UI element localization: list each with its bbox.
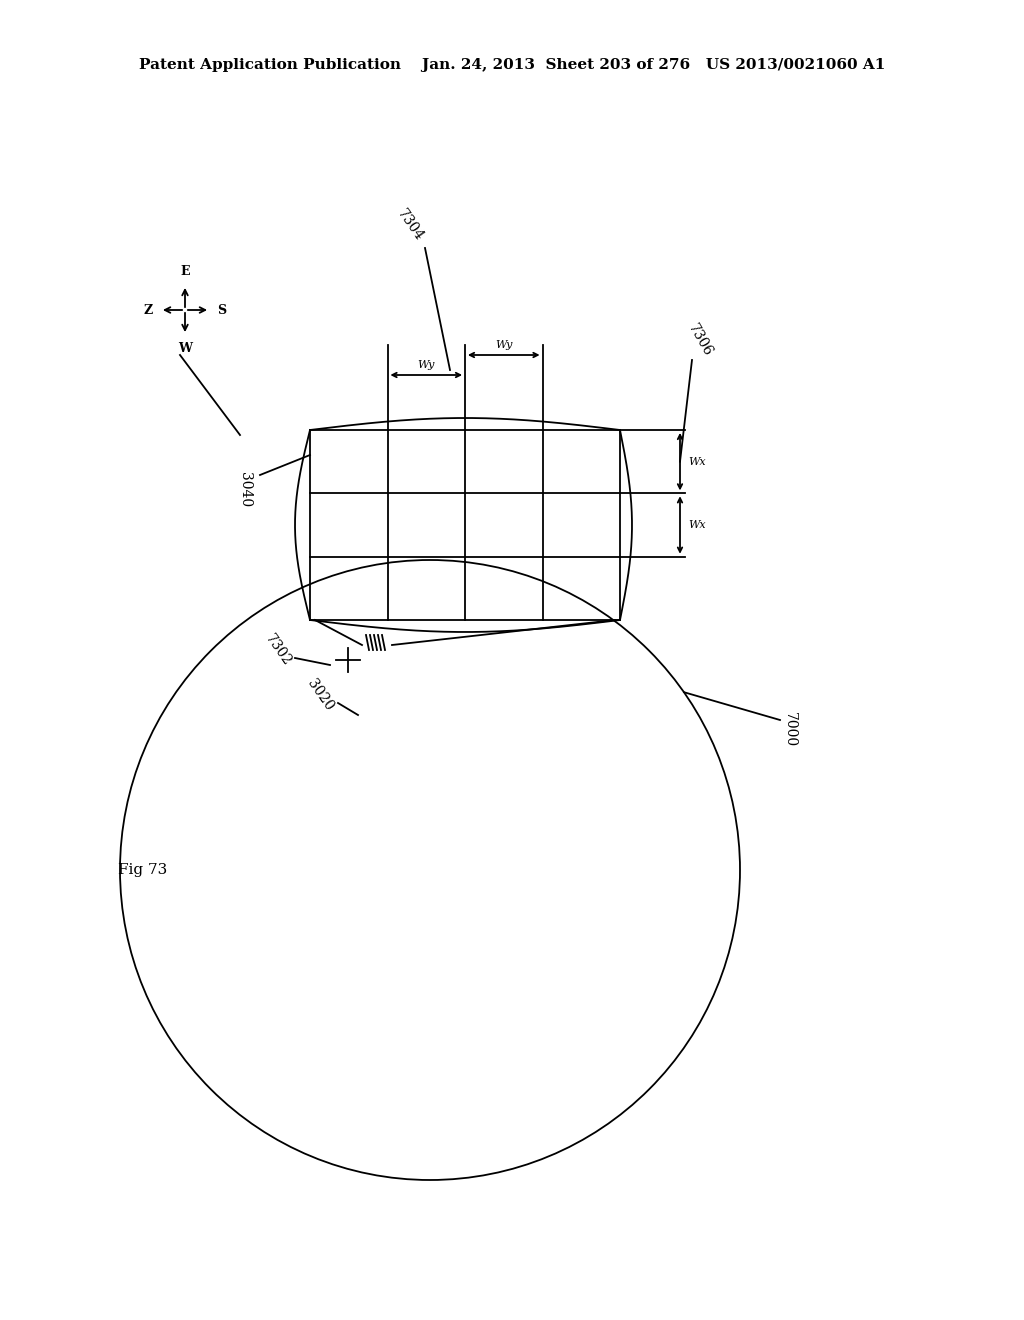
Text: Wy: Wy (418, 360, 435, 370)
Text: E: E (180, 265, 189, 279)
Text: Z: Z (143, 304, 153, 317)
Text: S: S (217, 304, 226, 317)
Text: Wy: Wy (495, 341, 512, 350)
Text: 3040: 3040 (238, 473, 252, 508)
Text: 7302: 7302 (262, 631, 294, 668)
Text: Patent Application Publication    Jan. 24, 2013  Sheet 203 of 276   US 2013/0021: Patent Application Publication Jan. 24, … (139, 58, 885, 73)
Text: 3020: 3020 (304, 677, 336, 713)
Text: W: W (178, 342, 193, 355)
Text: Wx: Wx (688, 457, 706, 467)
Text: Fig 73: Fig 73 (118, 863, 167, 876)
Text: Wx: Wx (688, 520, 706, 531)
Text: 7304: 7304 (394, 206, 426, 243)
Text: 7000: 7000 (783, 713, 797, 747)
Text: 7306: 7306 (685, 321, 715, 359)
